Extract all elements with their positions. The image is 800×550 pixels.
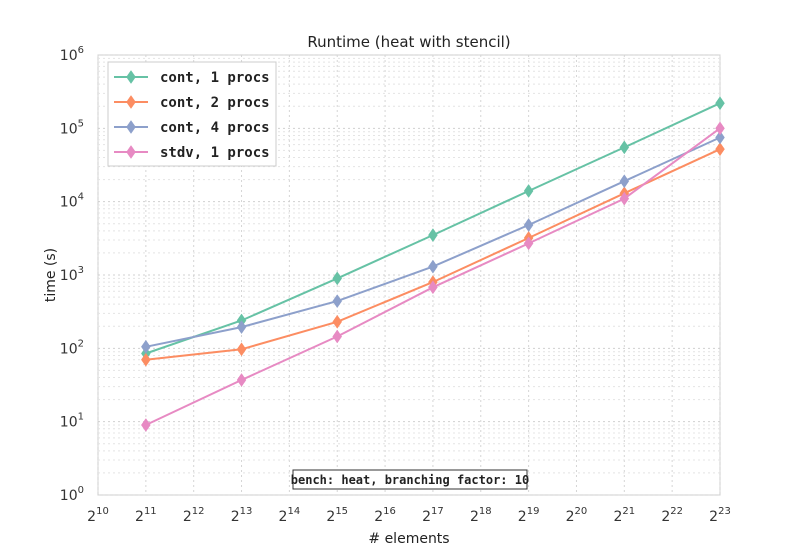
annotation-text: bench: heat, branching factor: 10 <box>291 473 529 487</box>
x-tick-label: 212 <box>183 506 205 525</box>
y-ticks: 100 101 102 103 104 105 106 <box>60 45 84 504</box>
x-axis-label: # elements <box>368 531 449 547</box>
data-point <box>619 191 630 206</box>
data-point <box>523 236 534 251</box>
x-tick-label: 216 <box>374 506 396 525</box>
x-tick-label: 218 <box>470 506 492 525</box>
series-4 <box>141 121 725 432</box>
x-ticks: 210 211 212 213 214 215 216 217 218 219 220 221 222 2… <box>87 506 731 525</box>
legend: cont, 1 procs cont, 2 procs cont, 4 procs s… <box>107 61 277 167</box>
y-tick-label: 104 <box>60 192 84 211</box>
data-point <box>428 228 438 243</box>
data-point <box>332 314 343 329</box>
legend-label: cont, 4 procs <box>160 120 270 136</box>
data-point <box>523 218 534 232</box>
series-layer <box>141 96 725 432</box>
x-tick-label: 223 <box>709 506 731 525</box>
legend-marker <box>126 145 136 159</box>
x-tick-label: 221 <box>613 506 635 525</box>
x-tick-label: 213 <box>231 506 253 525</box>
y-tick-label: 106 <box>60 45 84 64</box>
data-point <box>236 342 247 357</box>
x-tick-label: 210 <box>87 506 109 525</box>
legend-box <box>107 61 277 167</box>
data-point <box>523 184 534 198</box>
x-tick-label: 222 <box>661 506 683 525</box>
x-tick-label: 219 <box>518 506 540 525</box>
y-tick-label: 102 <box>60 338 84 357</box>
y-axis-label: time (s) <box>43 248 59 302</box>
legend-label: stdv, 1 procs <box>160 145 270 161</box>
data-point <box>715 142 725 157</box>
data-point <box>332 294 343 309</box>
data-point <box>619 140 630 155</box>
annotation-frame <box>292 469 528 490</box>
data-point <box>715 96 725 111</box>
legend-marker <box>126 70 136 84</box>
data-point <box>141 339 151 354</box>
x-tick-label: 220 <box>566 506 588 525</box>
data-point <box>428 259 438 274</box>
y-tick-label: 103 <box>60 265 84 284</box>
data-point <box>715 121 725 136</box>
data-point <box>236 320 247 335</box>
legend-label: cont, 1 procs <box>160 70 270 86</box>
data-point <box>141 418 151 432</box>
y-tick-label: 101 <box>60 412 84 431</box>
legend-marker <box>126 95 136 109</box>
data-point <box>428 280 438 295</box>
annotation-box: bench: heat, branching factor: 10 <box>291 469 529 490</box>
legend-label: cont, 2 procs <box>160 95 270 111</box>
legend-marker <box>126 120 136 134</box>
data-point <box>332 271 343 286</box>
data-point <box>619 174 630 189</box>
y-tick-label: 105 <box>60 118 84 137</box>
x-tick-label: 215 <box>326 506 348 525</box>
x-tick-label: 214 <box>279 506 301 525</box>
data-point <box>715 130 725 145</box>
chart-title: Runtime (heat with stencil) <box>307 33 510 51</box>
x-tick-label: 217 <box>422 506 444 525</box>
series-3 <box>141 130 725 354</box>
y-tick-label: 100 <box>60 485 84 504</box>
data-point <box>141 352 151 367</box>
data-point <box>332 329 343 344</box>
x-tick-label: 211 <box>135 506 157 525</box>
data-point <box>236 373 247 387</box>
